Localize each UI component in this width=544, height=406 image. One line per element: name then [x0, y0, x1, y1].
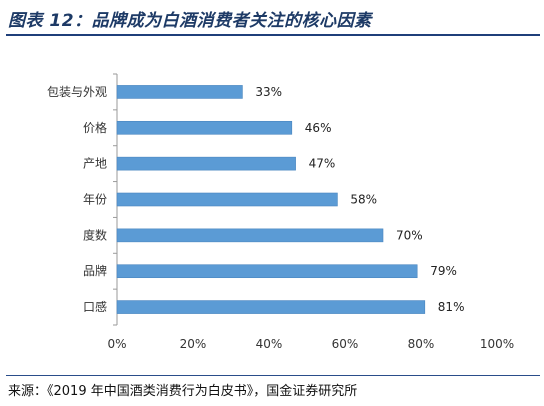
- bar-6: [116, 264, 418, 279]
- x-tick-label: 80%: [408, 337, 435, 351]
- footer-divider: [6, 375, 540, 376]
- category-label: 口感: [83, 299, 107, 314]
- bar-4: [116, 192, 338, 207]
- bar-3: [116, 156, 296, 171]
- value-label: 47%: [309, 157, 336, 171]
- x-tick-label: 60%: [332, 337, 359, 351]
- x-tick-label: 40%: [256, 337, 283, 351]
- category-label: 包装与外观: [47, 85, 107, 99]
- bar-1: [116, 85, 243, 99]
- title-divider: [6, 34, 540, 36]
- value-label: 33%: [255, 85, 282, 99]
- bar-2: [116, 120, 293, 135]
- value-label: 79%: [430, 264, 457, 278]
- source-note: 来源：《2019 年中国酒类消费行为白皮书》，国金证券研究所: [8, 384, 358, 399]
- value-label: 46%: [305, 121, 332, 135]
- bar-5: [116, 228, 384, 243]
- x-tick-label: 100%: [480, 337, 514, 351]
- category-label: 价格: [83, 120, 107, 135]
- chart-title: 图表 12：品牌成为白酒消费者关注的核心因素: [8, 11, 372, 31]
- x-tick-label: 20%: [180, 337, 207, 351]
- category-label: 产地: [83, 157, 107, 171]
- category-label: 品牌: [83, 264, 107, 278]
- value-label: 58%: [350, 193, 377, 207]
- category-label: 度数: [83, 227, 107, 242]
- value-label: 81%: [438, 300, 465, 314]
- x-tick-label: 0%: [107, 337, 126, 351]
- category-label: 年份: [83, 193, 107, 207]
- bar-7: [116, 300, 426, 314]
- value-label: 70%: [396, 228, 423, 242]
